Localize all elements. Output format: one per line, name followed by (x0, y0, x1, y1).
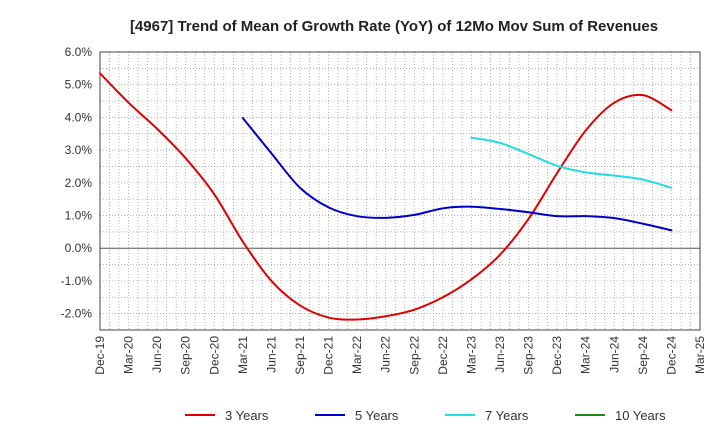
series-line-5-years (241, 117, 673, 232)
y-tick-label: 3.0% (65, 143, 93, 157)
x-tick-label: Jun-23 (493, 336, 507, 373)
x-tick-label: Jun-20 (150, 336, 164, 373)
y-tick-label: 6.0% (65, 45, 93, 59)
x-tick-label: Dec-22 (436, 336, 450, 375)
legend-label-3-years: 3 Years (225, 408, 269, 423)
x-tick-label: Jun-24 (607, 336, 621, 373)
chart-title: [4967] Trend of Mean of Growth Rate (YoY… (130, 18, 658, 35)
axes (99, 51, 701, 331)
x-tick-label: Mar-24 (579, 336, 593, 374)
legend-label-5-years: 5 Years (355, 408, 399, 423)
plot-frame (99, 51, 701, 331)
x-tick-label: Dec-19 (93, 336, 107, 375)
x-tick-label: Jun-22 (379, 336, 393, 373)
x-tick-label: Mar-23 (464, 336, 478, 374)
series-line-3-years (99, 72, 673, 321)
y-tick-label: 4.0% (65, 110, 93, 124)
y-tick-label: -2.0% (61, 307, 93, 321)
x-tick-label: Jun-21 (264, 336, 278, 373)
legend: 3 Years 5 Years 7 Years 10 Years (185, 408, 666, 423)
series-line-7-years (470, 136, 673, 189)
y-axis-tick-labels: 6.0% 5.0% 4.0% 3.0% 2.0% 1.0% 0.0% -1.0% -2.0% (61, 45, 93, 321)
x-tick-label: Dec-20 (207, 336, 221, 375)
x-tick-label: Mar-21 (236, 336, 250, 374)
x-tick-label: Sep-21 (293, 336, 307, 375)
x-tick-label: Sep-24 (636, 336, 650, 375)
y-tick-label: 2.0% (65, 176, 93, 190)
x-tick-label: Sep-23 (522, 336, 536, 375)
x-tick-label: Mar-22 (350, 336, 364, 374)
x-tick-label: Dec-23 (550, 336, 564, 375)
series-lines (99, 72, 673, 321)
y-tick-label: 5.0% (65, 78, 93, 92)
legend-label-10-years: 10 Years (615, 408, 666, 423)
x-tick-label: Mar-25 (693, 336, 707, 374)
y-tick-label: 0.0% (65, 241, 93, 255)
x-axis-tick-labels: Dec-19 Mar-20 Jun-20 Sep-20 Dec-20 Mar-21 Jun-… (93, 336, 707, 375)
x-tick-label: Sep-20 (179, 336, 193, 375)
y-tick-label: -1.0% (61, 274, 93, 288)
x-tick-label: Dec-24 (664, 336, 678, 375)
legend-label-7-years: 7 Years (485, 408, 529, 423)
x-tick-label: Mar-20 (122, 336, 136, 374)
x-tick-label: Dec-21 (322, 336, 336, 375)
y-tick-label: 1.0% (65, 209, 93, 223)
grid-lines (100, 52, 700, 330)
x-tick-label: Sep-22 (407, 336, 421, 375)
